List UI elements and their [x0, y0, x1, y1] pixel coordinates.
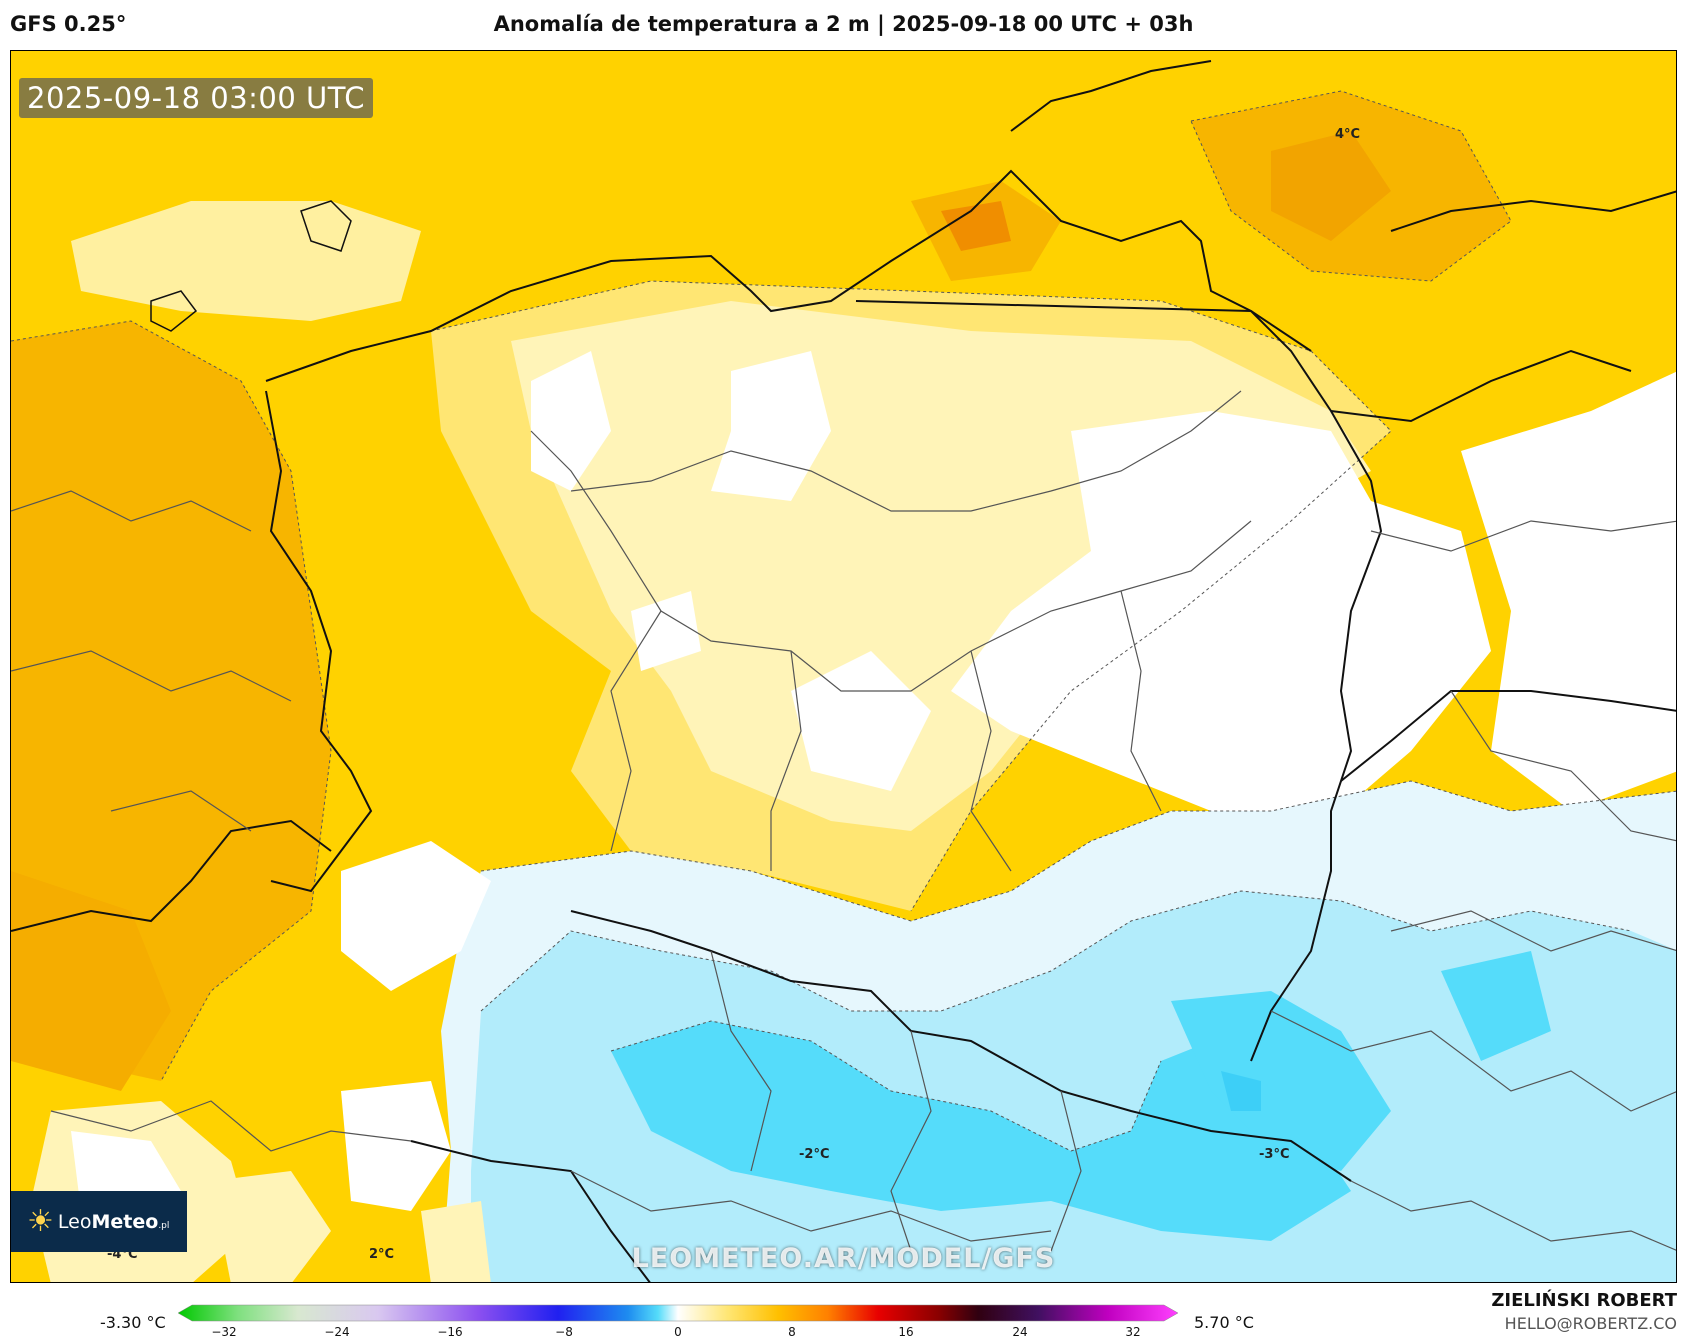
sun-icon: ☀ — [27, 1204, 54, 1239]
author-credit: ZIELIŃSKI ROBERT — [1491, 1290, 1677, 1311]
model-label: GFS 0.25° — [10, 12, 127, 36]
contour-label-minus2c: -2°C — [799, 1147, 830, 1162]
colorbar-ticks: −32 −24 −16 −8 0 8 16 24 32 — [178, 1325, 1178, 1341]
colorbar — [178, 1304, 1178, 1322]
watermark-url: LEOMETEO.AR/MODEL/GFS — [631, 1243, 1056, 1274]
colorbar-tick: −16 — [437, 1325, 463, 1339]
contour-lines — [11, 90, 1676, 1152]
contour-label-2c: 2°C — [369, 1247, 395, 1262]
colorbar-min-label: -3.30 °C — [100, 1313, 166, 1332]
colorbar-tick: 32 — [1125, 1325, 1141, 1339]
author-email: HELLO@ROBERTZ.CO — [1504, 1314, 1677, 1333]
strong-cool-core — [611, 1021, 1351, 1241]
neutral-east — [951, 411, 1491, 811]
chart-title: Anomalía de temperatura a 2 m | 2025-09-… — [493, 12, 1194, 36]
leometeo-logo: ☀ LeoMeteo.pl — [11, 1191, 187, 1252]
colorbar-tick: 16 — [898, 1325, 914, 1339]
regional-borders — [11, 390, 1676, 1252]
strong-warm-west — [11, 321, 331, 1081]
valid-time-label: 2025-09-18 03:00 UTC — [19, 78, 374, 118]
colorbar-tick: −32 — [211, 1325, 237, 1339]
anomaly-map — [11, 51, 1676, 1282]
map-panel: 2025-09-18 03:00 UTC 4°C -2°C -3°C -4°C … — [10, 50, 1677, 1283]
colorbar-tick: 0 — [674, 1325, 682, 1339]
colorbar-tick: −24 — [324, 1325, 350, 1339]
logo-text: LeoMeteo.pl — [57, 1210, 170, 1233]
contour-label-4c: 4°C — [1335, 127, 1361, 142]
colorbar-max-label: 5.70 °C — [1194, 1313, 1254, 1332]
colorbar-tick: 8 — [788, 1325, 796, 1339]
colorbar-tick: 24 — [1012, 1325, 1028, 1339]
contour-label-minus3c: -3°C — [1259, 1147, 1290, 1162]
colorbar-tick: −8 — [555, 1325, 573, 1339]
cool-region — [471, 891, 1676, 1282]
